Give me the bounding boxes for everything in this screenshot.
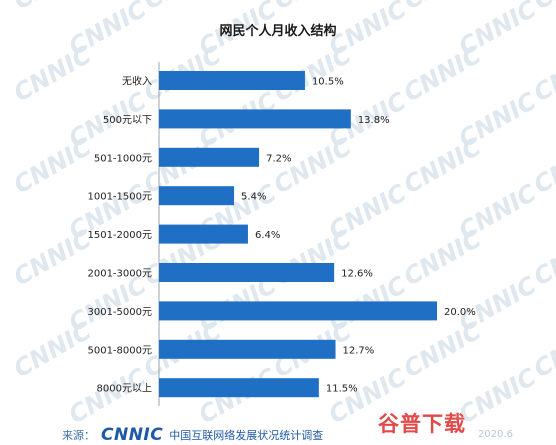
category-label: 5001-8000元 <box>87 345 152 356</box>
category-label: 500元以下 <box>103 115 152 126</box>
watermark-text: CNNIC <box>9 41 96 108</box>
watermark-text: CNNIC <box>399 133 486 200</box>
data-label: 11.5% <box>326 384 358 395</box>
bar <box>159 109 351 129</box>
watermark-text: CNNIC <box>269 0 356 15</box>
bar <box>159 263 335 282</box>
category-label: 无收入 <box>122 75 152 88</box>
category-label: 2001-3000元 <box>87 269 152 280</box>
watermark-text: CNNIC <box>399 41 486 108</box>
category-label: 501-1000元 <box>94 153 152 164</box>
bar <box>159 71 305 90</box>
bar <box>159 378 319 398</box>
data-label: 12.6% <box>341 269 373 280</box>
watermark-text: CNNIC <box>9 225 96 292</box>
bar <box>159 147 260 167</box>
watermark-text: CNNIC <box>529 133 556 200</box>
bar <box>159 186 235 206</box>
category-label: 1001-1500元 <box>87 192 152 203</box>
survey-name: 中国互联网络发展状况统计调查 <box>169 429 324 442</box>
data-label: 13.8% <box>358 115 390 126</box>
bar <box>159 224 248 244</box>
source-label: 来源： <box>62 429 95 442</box>
data-label: 20.0% <box>444 307 476 318</box>
watermark-text: CNNIC <box>9 317 96 384</box>
watermark-text: CNNIC <box>139 0 226 15</box>
watermark-text: CNNIC <box>454 363 541 430</box>
watermark-text: CNNIC <box>399 317 486 384</box>
data-label: 6.4% <box>255 230 280 241</box>
download-site-watermark: 谷普下载 <box>378 412 466 436</box>
category-label: 1501-2000元 <box>87 230 152 241</box>
watermark-text: CNNIC <box>9 0 96 15</box>
source-footer: 来源： CNNIC 中国互联网络发展状况统计调查 <box>62 425 324 445</box>
chart-title: 网民个人月收入结构 <box>219 23 336 39</box>
bar <box>159 339 336 359</box>
category-label: 8000元以上 <box>97 383 152 395</box>
data-label: 7.2% <box>266 153 291 164</box>
watermark-text: CNNIC <box>269 133 356 200</box>
watermark-text: CNNIC <box>64 363 151 430</box>
watermark-text: CNNIC <box>529 317 556 384</box>
bar-series: 无收入 10.5% 500元以下 13.8% 501-1000元 7.2% 1001-150… <box>87 71 476 398</box>
watermark-text: CNNIC <box>529 41 556 108</box>
report-date: 2020.6 <box>478 429 513 440</box>
watermark-text: CNNIC <box>529 225 556 292</box>
watermark-text: CNNIC <box>399 225 486 292</box>
bar <box>159 301 437 321</box>
cnnic-logo: CNNIC <box>101 425 164 445</box>
watermark-text: CNNIC <box>399 0 486 15</box>
category-label: 3001-5000元 <box>87 307 152 318</box>
data-label: 10.5% <box>312 77 344 88</box>
data-label: 12.7% <box>343 345 375 356</box>
watermark-text: CNNIC <box>9 133 96 200</box>
data-label: 5.4% <box>241 192 266 203</box>
